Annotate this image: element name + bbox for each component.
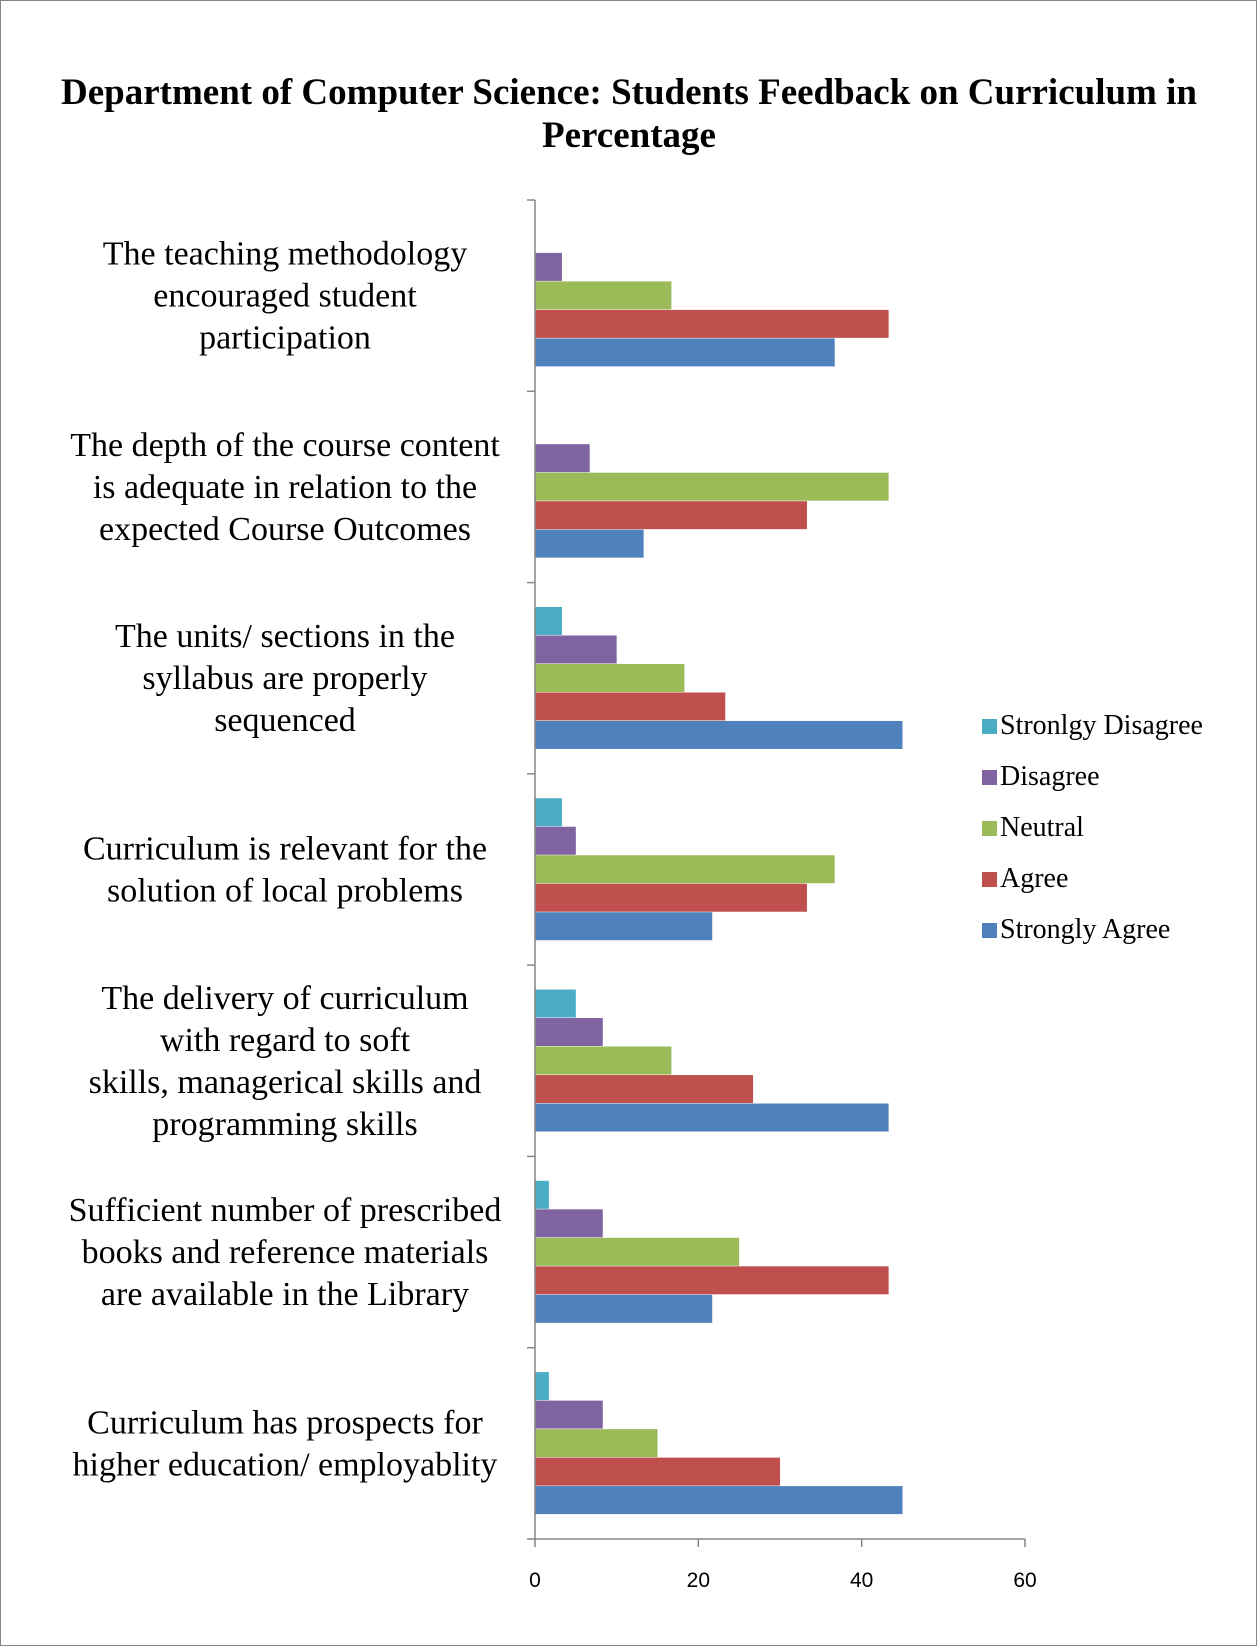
category-label: Curriculum has prospects for xyxy=(87,1404,483,1441)
chart-title-line: Department of Computer Science: Students… xyxy=(61,72,1197,113)
bar xyxy=(535,883,807,912)
category-label: solution of local problems xyxy=(107,873,463,910)
bar xyxy=(535,720,903,749)
bar xyxy=(535,1294,713,1323)
bar xyxy=(535,1046,672,1075)
bar xyxy=(535,281,672,310)
legend-label: Neutral xyxy=(1000,812,1084,843)
bar xyxy=(535,1018,603,1047)
bar xyxy=(535,798,562,827)
bar xyxy=(535,1075,754,1104)
bar xyxy=(535,529,644,558)
bar xyxy=(535,692,726,721)
bar xyxy=(535,1237,740,1266)
bar xyxy=(535,252,562,281)
x-tick-label: 20 xyxy=(687,1569,710,1592)
x-tick-label: 0 xyxy=(529,1569,541,1592)
bar xyxy=(535,501,807,530)
legend-swatch xyxy=(982,872,997,887)
legend-swatch xyxy=(982,719,997,734)
x-tick-label: 40 xyxy=(850,1569,873,1592)
legend-label: Agree xyxy=(1000,863,1068,894)
category-label: programming skills xyxy=(152,1106,417,1143)
bar xyxy=(535,309,889,338)
chart-title-line: Percentage xyxy=(542,115,716,156)
category-label: syllabus are properly xyxy=(142,660,427,697)
category-label: sequenced xyxy=(214,702,356,739)
legend-label: Disagree xyxy=(1000,761,1100,792)
bar xyxy=(535,338,835,367)
category-label: are available in the Library xyxy=(101,1276,469,1313)
x-tick-label: 60 xyxy=(1013,1569,1036,1592)
category-label: expected Course Outcomes xyxy=(99,511,471,548)
bar xyxy=(535,606,562,635)
bar xyxy=(535,855,835,884)
bar xyxy=(535,1103,889,1132)
category-label: with regard to soft xyxy=(160,1022,411,1059)
bar xyxy=(535,989,576,1018)
legend-label: Stronlgy Disagree xyxy=(1000,710,1203,741)
legend-swatch xyxy=(982,821,997,836)
legend-label: Strongly Agree xyxy=(1000,914,1170,945)
category-label: The delivery of curriculum xyxy=(101,980,468,1017)
bar xyxy=(535,663,685,692)
bar xyxy=(535,1457,780,1486)
category-label: skills, managerical skills and xyxy=(89,1064,482,1101)
category-label: higher education/ employablity xyxy=(73,1446,498,1483)
bar xyxy=(535,1429,658,1458)
category-label: The units/ sections in the xyxy=(115,618,455,655)
legend-swatch xyxy=(982,770,997,785)
category-label: is adequate in relation to the xyxy=(93,469,477,506)
category-label: Curriculum is relevant for the xyxy=(83,831,487,868)
bar xyxy=(535,1180,549,1209)
category-label: The teaching methodology xyxy=(103,236,467,273)
bar xyxy=(535,912,713,941)
bar xyxy=(535,826,576,855)
legend-swatch xyxy=(982,923,997,938)
category-label: participation xyxy=(199,320,371,357)
bar xyxy=(535,1400,603,1429)
bar xyxy=(535,1266,889,1295)
bar xyxy=(535,1372,549,1401)
bar xyxy=(535,1209,603,1238)
category-label: encouraged student xyxy=(153,278,417,315)
category-label: books and reference materials xyxy=(82,1234,489,1271)
category-label: Sufficient number of prescribed xyxy=(69,1192,502,1229)
bar xyxy=(535,1486,903,1515)
bar xyxy=(535,444,590,473)
bar xyxy=(535,472,889,501)
category-label: The depth of the course content xyxy=(70,427,500,464)
bar xyxy=(535,635,617,664)
